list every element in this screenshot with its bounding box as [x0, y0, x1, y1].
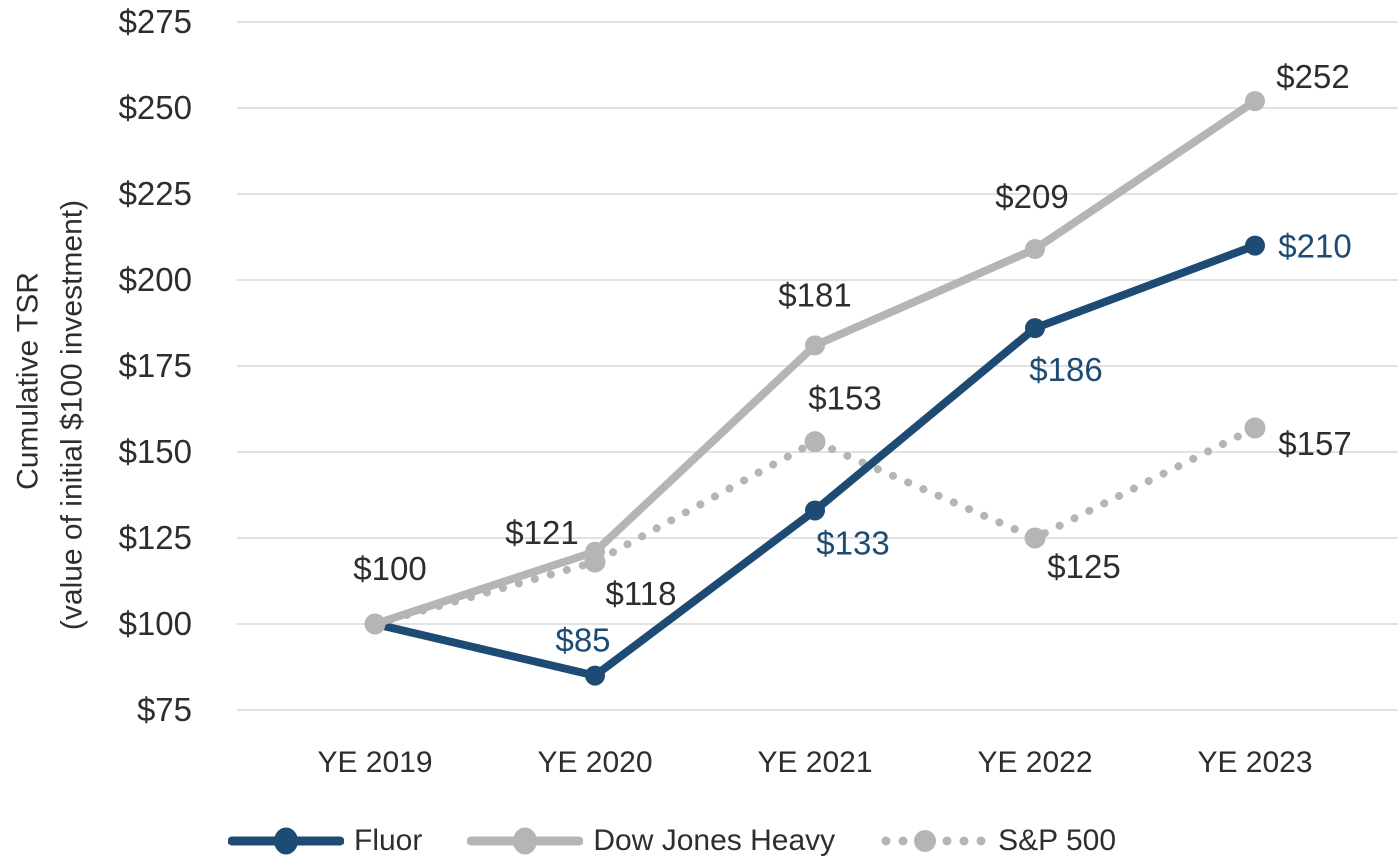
y-axis-title: Cumulative TSR (value of initial $100 inv… — [12, 200, 89, 630]
legend-label-sp500: S&P 500 — [998, 824, 1117, 857]
y-axis-tick-labels: $275 $250 $225 $200 $175 $150 $125 $100 $75 — [119, 3, 192, 728]
dow-jones-data-point — [1025, 239, 1045, 260]
sp500-data-point — [804, 431, 826, 453]
sp500-data-point — [1024, 527, 1046, 549]
y-tick-label: $75 — [137, 691, 192, 728]
sp500-data-point — [584, 551, 606, 573]
series-sp500-labels: $118 $153 $125 $157 — [606, 380, 1352, 612]
chart-legend: Fluor Dow Jones Heavy S&P 500 — [228, 824, 1116, 858]
data-label: $157 — [1278, 425, 1351, 462]
x-tick-label: YE 2022 — [977, 746, 1092, 779]
fluor-data-point — [805, 500, 825, 521]
x-tick-label: YE 2019 — [317, 746, 432, 779]
sp500-data-point — [364, 613, 386, 635]
x-tick-label: YE 2021 — [757, 746, 872, 779]
sp500-dotted-swatch-icon — [881, 830, 986, 852]
tsr-line-chart-canvas: $275 $250 $225 $200 $175 $150 $125 $100 $75 YE 20… — [12, 3, 1398, 779]
data-label: $153 — [808, 380, 881, 417]
x-tick-label: YE 2020 — [537, 746, 652, 779]
dow-jones-line-swatch-icon — [467, 827, 584, 855]
fluor-data-point — [1245, 235, 1265, 256]
fluor-data-point — [585, 665, 605, 686]
data-label: $85 — [555, 622, 610, 659]
series-dow-jones-markers — [365, 91, 1265, 634]
legend-item-dow-jones-heavy: Dow Jones Heavy — [467, 824, 835, 858]
dow-jones-data-point — [1245, 91, 1265, 112]
data-label: $209 — [995, 178, 1068, 215]
y-axis-title-line: (value of initial $100 investment) — [56, 200, 89, 630]
y-tick-label: $100 — [119, 605, 192, 642]
x-axis-tick-labels: YE 2019 YE 2020 YE 2021 YE 2022 YE 2023 — [317, 746, 1312, 779]
data-label: $186 — [1029, 351, 1102, 388]
data-label: $181 — [778, 276, 851, 313]
legend-label-dow-jones-heavy: Dow Jones Heavy — [593, 824, 836, 857]
gridlines — [237, 21, 1398, 711]
data-label: $100 — [353, 550, 426, 587]
y-tick-label: $250 — [119, 89, 192, 126]
y-tick-label: $225 — [119, 175, 192, 212]
legend-item-fluor: Fluor — [228, 824, 422, 858]
series-sp500-markers — [364, 417, 1266, 635]
y-tick-label: $275 — [119, 3, 192, 40]
legend-label-fluor: Fluor — [354, 824, 423, 857]
y-tick-label: $125 — [119, 519, 192, 556]
data-label: $121 — [505, 514, 578, 551]
y-axis-title-line: Cumulative TSR — [12, 272, 45, 490]
y-tick-label: $175 — [119, 347, 192, 384]
y-tick-label: $200 — [119, 261, 192, 298]
series-dow-jones-labels: $100 $121 $181 $209 $252 — [353, 58, 1349, 587]
legend-item-sp500: S&P 500 — [880, 824, 1116, 858]
sp500-data-point — [1244, 417, 1266, 439]
fluor-line-swatch-icon — [228, 827, 344, 855]
dow-jones-data-point — [805, 335, 825, 356]
data-label: $118 — [606, 575, 677, 612]
data-label: $125 — [1047, 548, 1120, 585]
series-fluor-labels: $85 $133 $186 $210 — [555, 228, 1351, 659]
x-tick-label: YE 2023 — [1197, 746, 1312, 779]
y-tick-label: $150 — [119, 433, 192, 470]
data-label: $210 — [1278, 228, 1351, 265]
data-label: $133 — [816, 524, 889, 561]
data-label: $252 — [1276, 58, 1349, 95]
fluor-data-point — [1025, 318, 1045, 339]
